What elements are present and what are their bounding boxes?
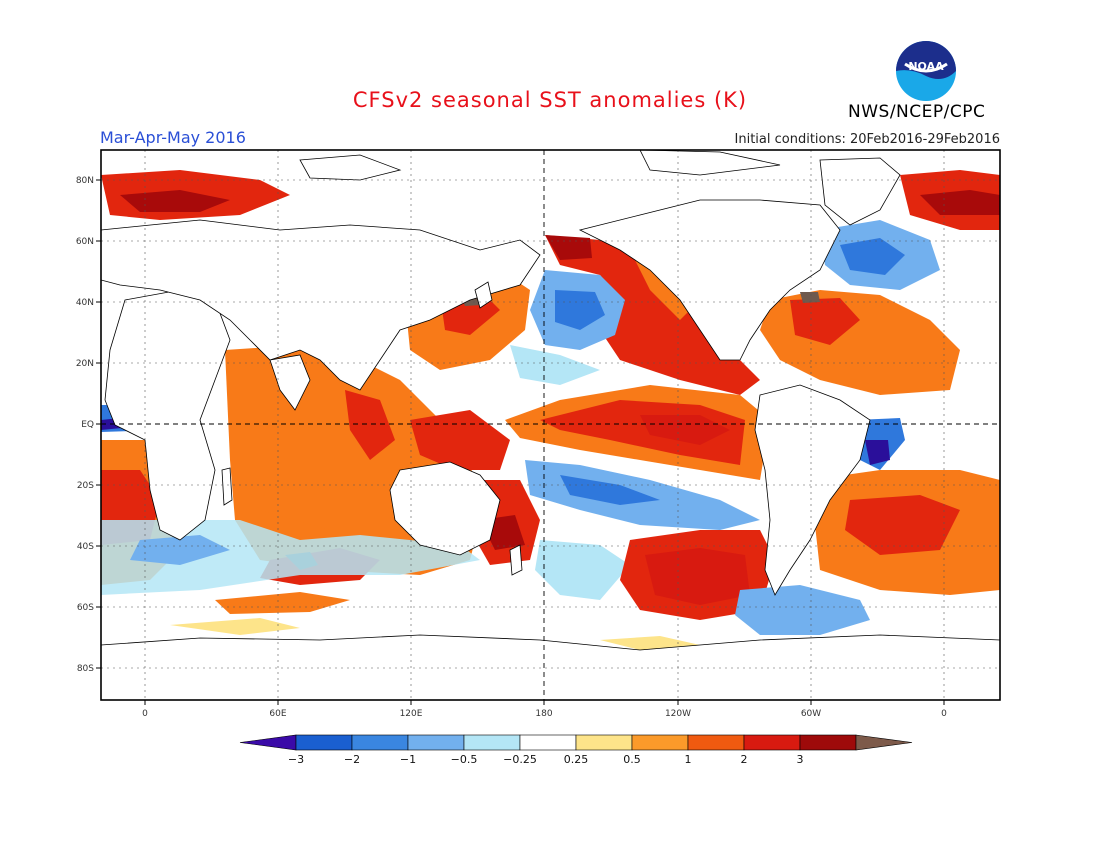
colorbar-label: 0.25 xyxy=(564,753,589,766)
lat-label: 40S xyxy=(77,542,94,552)
lat-label: 80N xyxy=(76,176,94,186)
colorbar-swatch xyxy=(687,734,745,751)
anomaly-field xyxy=(101,150,1000,700)
lat-label: 20N xyxy=(76,359,94,369)
lat-label: 60S xyxy=(77,603,94,613)
lon-label: 0 xyxy=(142,709,148,719)
lon-label: 60E xyxy=(269,709,286,719)
land-north-america xyxy=(578,199,841,361)
noaa-logo: NOAA xyxy=(895,40,957,102)
land-africa xyxy=(104,289,231,541)
colorbar-min-triangle xyxy=(239,734,297,751)
colorbar-swatch xyxy=(351,734,409,751)
land-masses xyxy=(101,150,1000,700)
lon-label: 120W xyxy=(665,709,691,719)
latitude-labels: 80N 60N 40N 20N EQ 20S 40S 60S 80S xyxy=(76,176,94,674)
colorbar-label: −2 xyxy=(344,753,360,766)
anomaly-maritime-warm xyxy=(410,410,510,470)
land-india xyxy=(269,354,311,411)
lat-label: 80S xyxy=(77,664,94,674)
colorbar-label: −0.25 xyxy=(503,753,537,766)
colorbar-label: −1 xyxy=(400,753,416,766)
colorbar-swatch xyxy=(631,734,689,751)
colorbar-label: −3 xyxy=(288,753,304,766)
lat-label: EQ xyxy=(81,420,94,430)
colorbar-label: 0.5 xyxy=(623,753,641,766)
colorbar-label: 2 xyxy=(741,753,748,766)
colorbar-label: −0.5 xyxy=(451,753,478,766)
initial-conditions-label: Initial conditions: 20Feb2016-29Feb2016 xyxy=(734,132,1000,147)
colorbar-swatch xyxy=(295,734,353,751)
anomaly-drake-passage-cool xyxy=(735,585,870,635)
lat-lon-grid xyxy=(101,150,1000,700)
land-japan xyxy=(474,281,493,309)
colorbar-swatch xyxy=(519,734,577,751)
colorbar-label: 1 xyxy=(685,753,692,766)
lat-ticks xyxy=(96,179,945,705)
map-title: CFSv2 seasonal SST anomalies (K) xyxy=(352,88,748,112)
colorbar-swatch xyxy=(799,734,857,751)
land-south-america xyxy=(754,384,871,596)
lat-label: 40N xyxy=(76,298,94,308)
lon-label: 180 xyxy=(535,709,552,719)
svg-text:NOAA: NOAA xyxy=(908,60,944,73)
colorbar-label: 3 xyxy=(797,753,804,766)
land-antarctica xyxy=(101,634,1000,700)
lat-label: 60N xyxy=(76,237,94,247)
map-frame xyxy=(100,149,1001,701)
lon-label: 120E xyxy=(400,709,423,719)
land-madagascar xyxy=(221,467,233,506)
colorbar-swatch xyxy=(407,734,465,751)
land-arctic-islands xyxy=(299,154,402,181)
land-australia xyxy=(389,461,501,556)
colorbar-swatch xyxy=(463,734,521,751)
land-canadian-archipelago xyxy=(639,150,781,176)
land-greenland xyxy=(819,157,901,226)
colorbar-max-triangle xyxy=(855,734,913,751)
land-eurasia xyxy=(101,219,541,391)
anomaly-northeast-pacific-warm xyxy=(545,235,760,395)
equator-dateline xyxy=(101,150,1000,700)
colorbar-swatch xyxy=(575,734,633,751)
colorbar: −3 −2 −1 −0.5 −0.25 0.25 0.5 1 2 3 xyxy=(239,734,913,766)
season-label: Mar-Apr-May 2016 xyxy=(100,128,246,147)
longitude-labels: 0 60E 120E 180 120W 60W 0 xyxy=(142,709,947,719)
lat-label: 20S xyxy=(77,481,94,491)
colorbar-swatch xyxy=(743,734,801,751)
lon-label: 60W xyxy=(801,709,821,719)
land-new-zealand xyxy=(509,544,523,576)
agency-label: NWS/NCEP/CPC xyxy=(848,102,986,122)
lon-label: 0 xyxy=(941,709,947,719)
